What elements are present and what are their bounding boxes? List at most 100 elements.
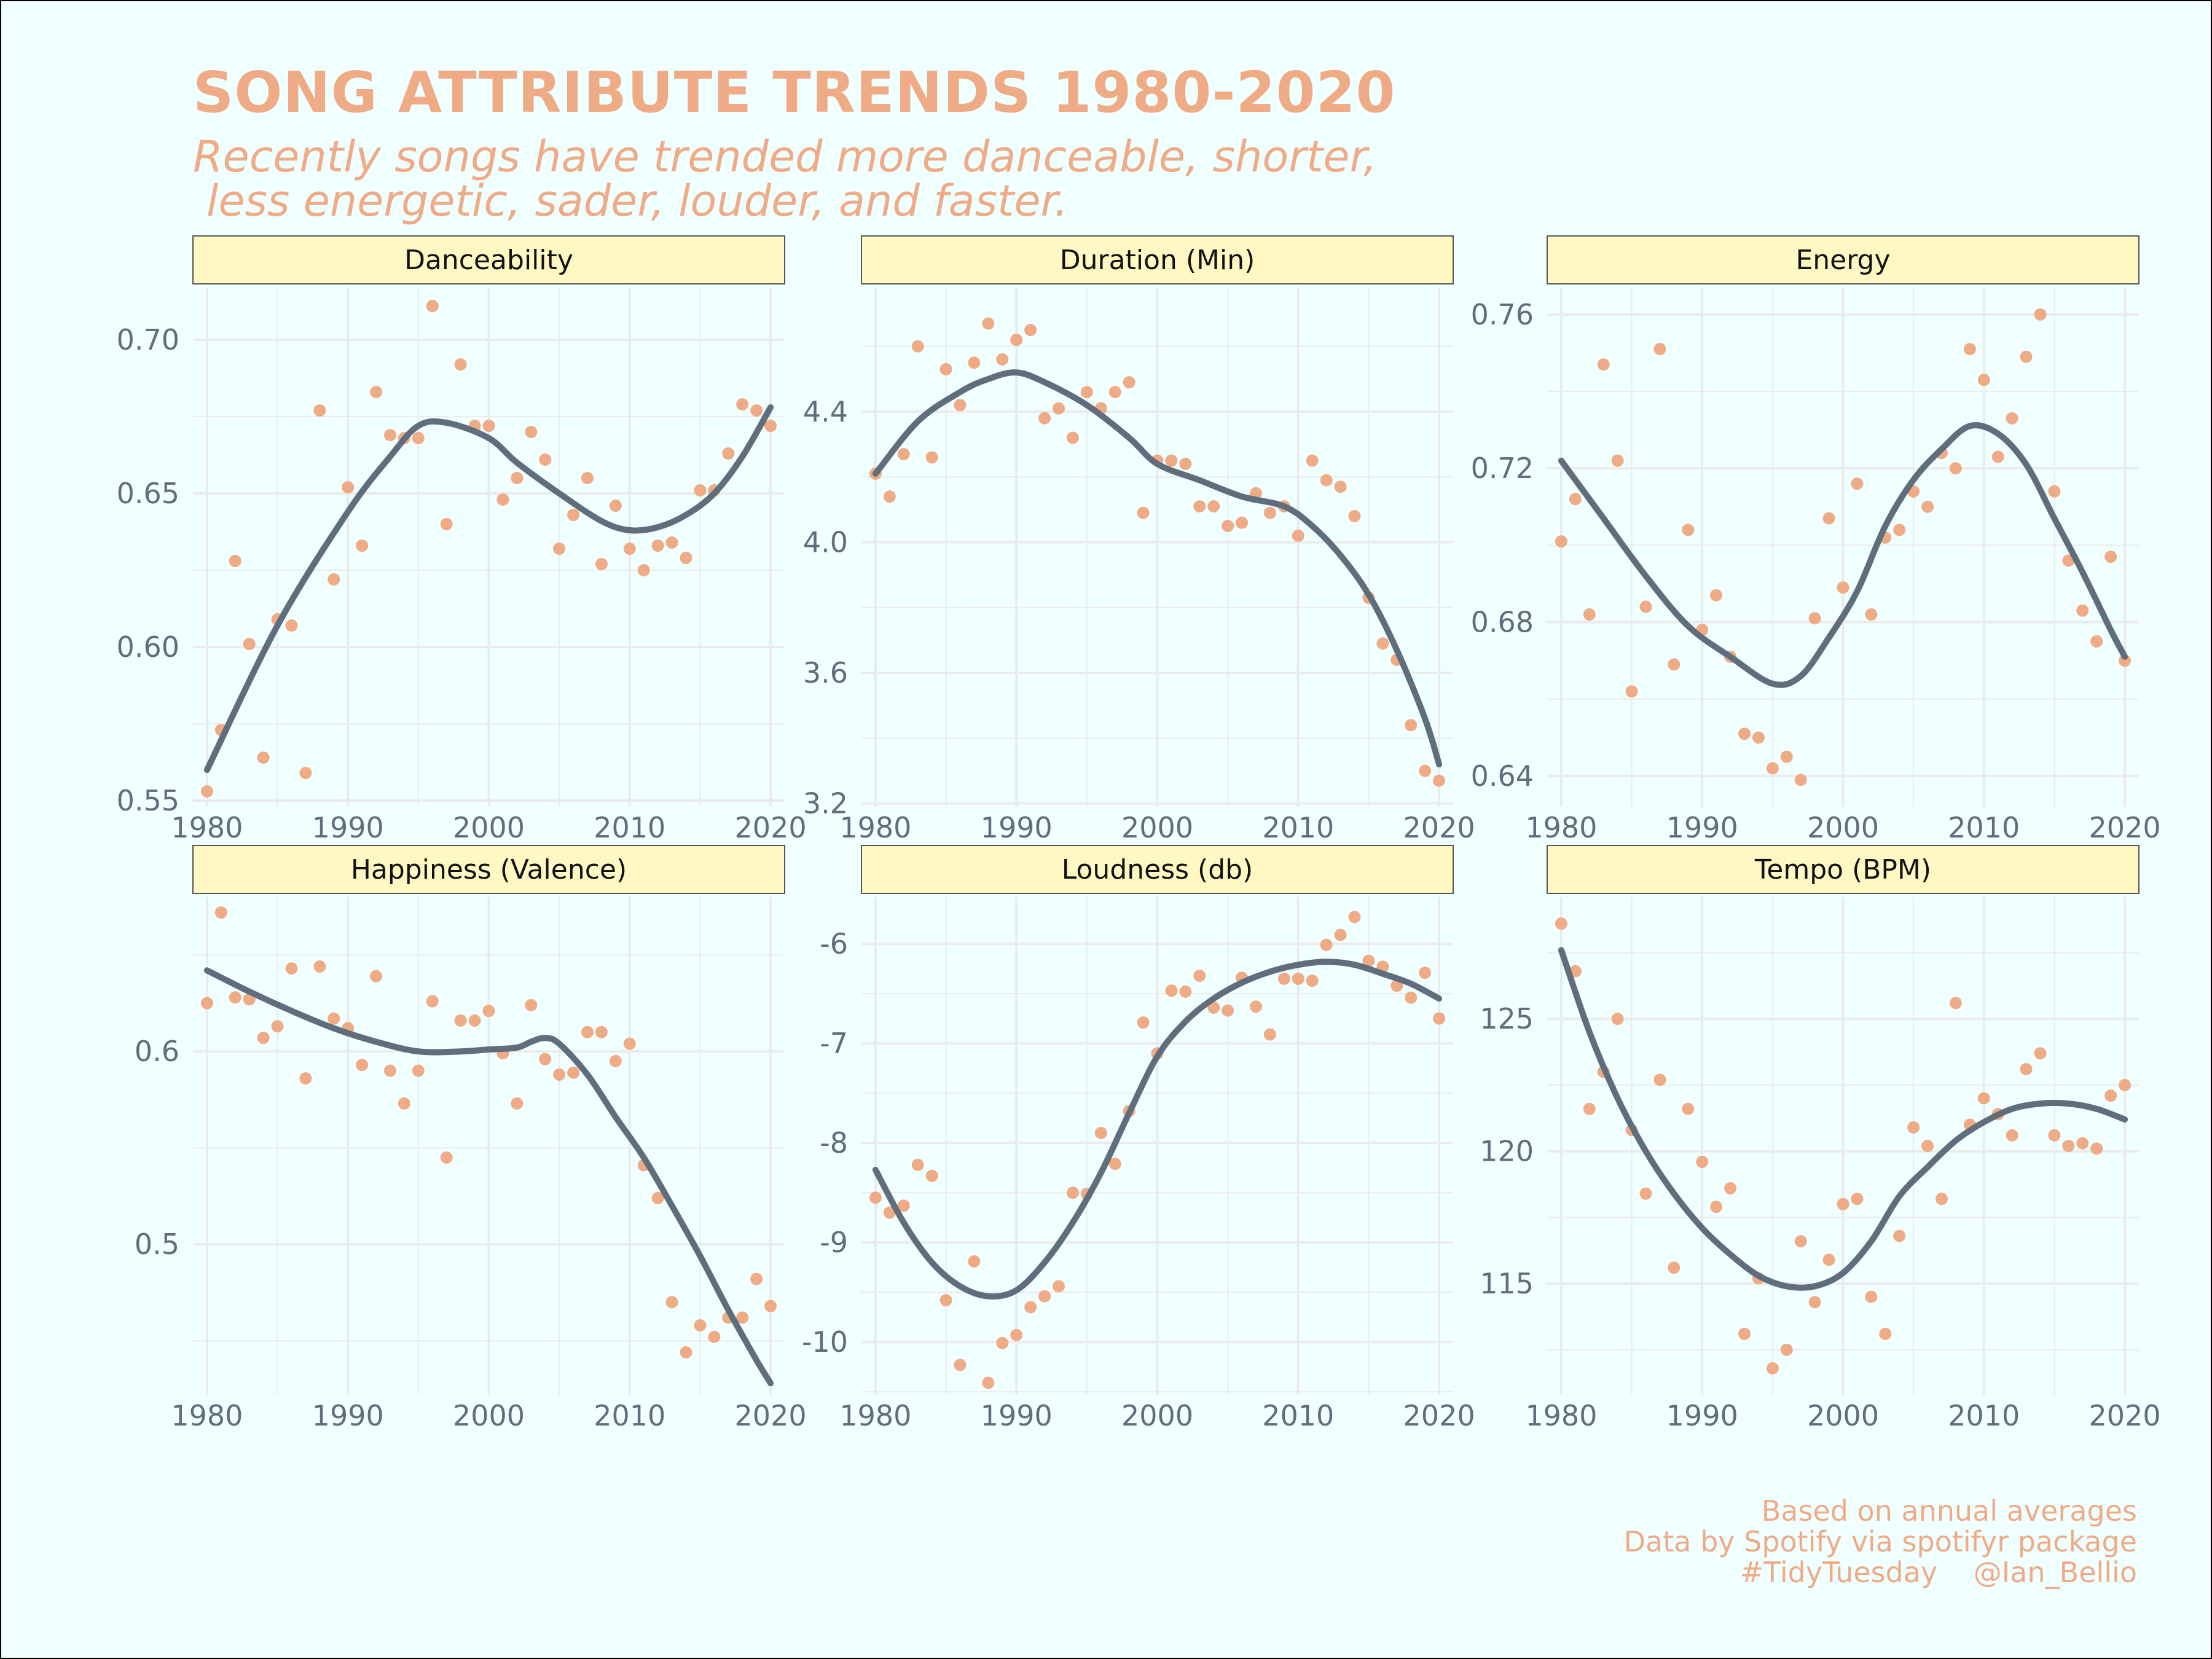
data-point	[1780, 1343, 1793, 1356]
data-point	[736, 398, 749, 410]
data-point	[1137, 506, 1150, 519]
data-point	[412, 1064, 425, 1077]
data-point	[1165, 454, 1178, 467]
y-tick-label: 0.5	[135, 1228, 179, 1261]
data-point	[1108, 386, 1121, 399]
x-tick-label: 2000	[1807, 811, 1879, 844]
data-point	[285, 962, 298, 975]
data-point	[1865, 608, 1878, 621]
data-point	[2062, 554, 2075, 567]
data-point	[722, 447, 735, 460]
data-point	[1583, 1102, 1596, 1115]
data-point	[1611, 1013, 1624, 1026]
facet-title: Danceability	[404, 245, 573, 276]
data-point	[2006, 412, 2018, 425]
facet-panel-5: Loudness (db) 1980 1990 2000 2010 2020 -10 -9 -8…	[802, 845, 1475, 1432]
data-point	[1263, 1028, 1276, 1041]
data-point	[370, 386, 383, 398]
data-point	[2104, 1089, 2117, 1102]
facet-strip	[1547, 235, 2139, 284]
data-point	[1207, 500, 1220, 513]
x-tick-label: 1990	[981, 1399, 1053, 1432]
facet-strip	[1547, 845, 2139, 894]
data-point	[553, 543, 566, 555]
x-tick-label: 2010	[1948, 1399, 2020, 1432]
data-point	[342, 481, 355, 493]
data-point	[911, 1158, 924, 1171]
data-point	[1668, 658, 1681, 671]
x-tick-label: 2000	[1807, 1399, 1879, 1432]
data-point	[1362, 954, 1375, 967]
data-point	[1306, 975, 1319, 987]
data-point	[1808, 612, 1821, 625]
data-point	[708, 1330, 721, 1343]
data-point	[313, 960, 326, 973]
data-point	[1024, 1301, 1037, 1314]
data-point	[567, 1066, 580, 1079]
y-tick-label: 0.6	[135, 1035, 179, 1068]
data-point	[651, 1191, 664, 1204]
data-point	[1108, 1158, 1121, 1171]
data-point	[1433, 774, 1446, 787]
data-point	[454, 1014, 467, 1027]
data-point	[595, 558, 608, 570]
data-point	[764, 420, 777, 432]
facet-title: Energy	[1795, 245, 1890, 276]
data-point	[1921, 500, 1934, 513]
y-tick-label: 0.60	[117, 630, 179, 664]
data-point	[356, 1059, 369, 1072]
x-tick-label: 2020	[1403, 811, 1475, 844]
x-tick-label: 2000	[453, 1399, 525, 1432]
facet-title: Tempo (BPM)	[1754, 854, 1931, 885]
data-point	[299, 1072, 312, 1085]
data-point	[1893, 524, 1906, 536]
trend-line	[872, 369, 1443, 767]
data-point	[1977, 1092, 1990, 1105]
y-tick-label: 115	[1480, 1267, 1534, 1300]
data-point	[939, 363, 952, 375]
data-point	[968, 356, 981, 369]
data-point	[257, 1032, 270, 1045]
data-point	[1963, 343, 1976, 356]
data-point	[911, 340, 924, 353]
data-point	[468, 1014, 481, 1027]
data-point	[680, 552, 692, 564]
data-point	[982, 1376, 995, 1389]
data-point	[200, 785, 213, 798]
facet-panel-2: Duration (Min) 1980 1990 2000 2010 2020 3.2 3.6…	[803, 235, 1475, 844]
data-point	[925, 451, 938, 464]
data-point	[1277, 972, 1290, 985]
data-point	[1907, 1121, 1920, 1134]
data-point	[285, 619, 298, 632]
x-tick-label: 2010	[1262, 811, 1334, 844]
data-point	[1010, 334, 1023, 347]
data-point	[1419, 967, 1432, 979]
data-point	[1738, 728, 1751, 740]
data-point	[2006, 1129, 2018, 1142]
subtitle-line-2: less energetic, sader, louder, and faste…	[206, 176, 1069, 226]
facet-panel-6: Tempo (BPM) 1980 1990 2000 2010 2020 115 120 125	[1480, 845, 2161, 1432]
x-tick-label: 2020	[735, 811, 807, 844]
data-point	[1376, 637, 1389, 650]
data-point	[1668, 1261, 1681, 1274]
y-tick-label: 3.2	[803, 787, 848, 820]
data-point	[883, 1206, 896, 1219]
data-point	[750, 1273, 763, 1285]
data-point	[883, 490, 896, 503]
data-point	[1780, 750, 1793, 763]
data-point	[595, 1026, 608, 1038]
data-point	[1794, 774, 1807, 786]
data-point	[694, 484, 707, 496]
y-tick-label: 0.55	[117, 784, 179, 817]
data-point	[623, 1037, 636, 1050]
data-point	[1865, 1290, 1878, 1303]
y-tick-label: 3.6	[803, 656, 848, 689]
data-point	[1851, 477, 1864, 490]
data-point	[511, 1097, 524, 1110]
data-point	[200, 997, 213, 1010]
data-point	[1851, 1193, 1864, 1206]
data-point	[271, 1020, 284, 1033]
data-point	[440, 1151, 453, 1164]
data-point	[440, 518, 453, 530]
